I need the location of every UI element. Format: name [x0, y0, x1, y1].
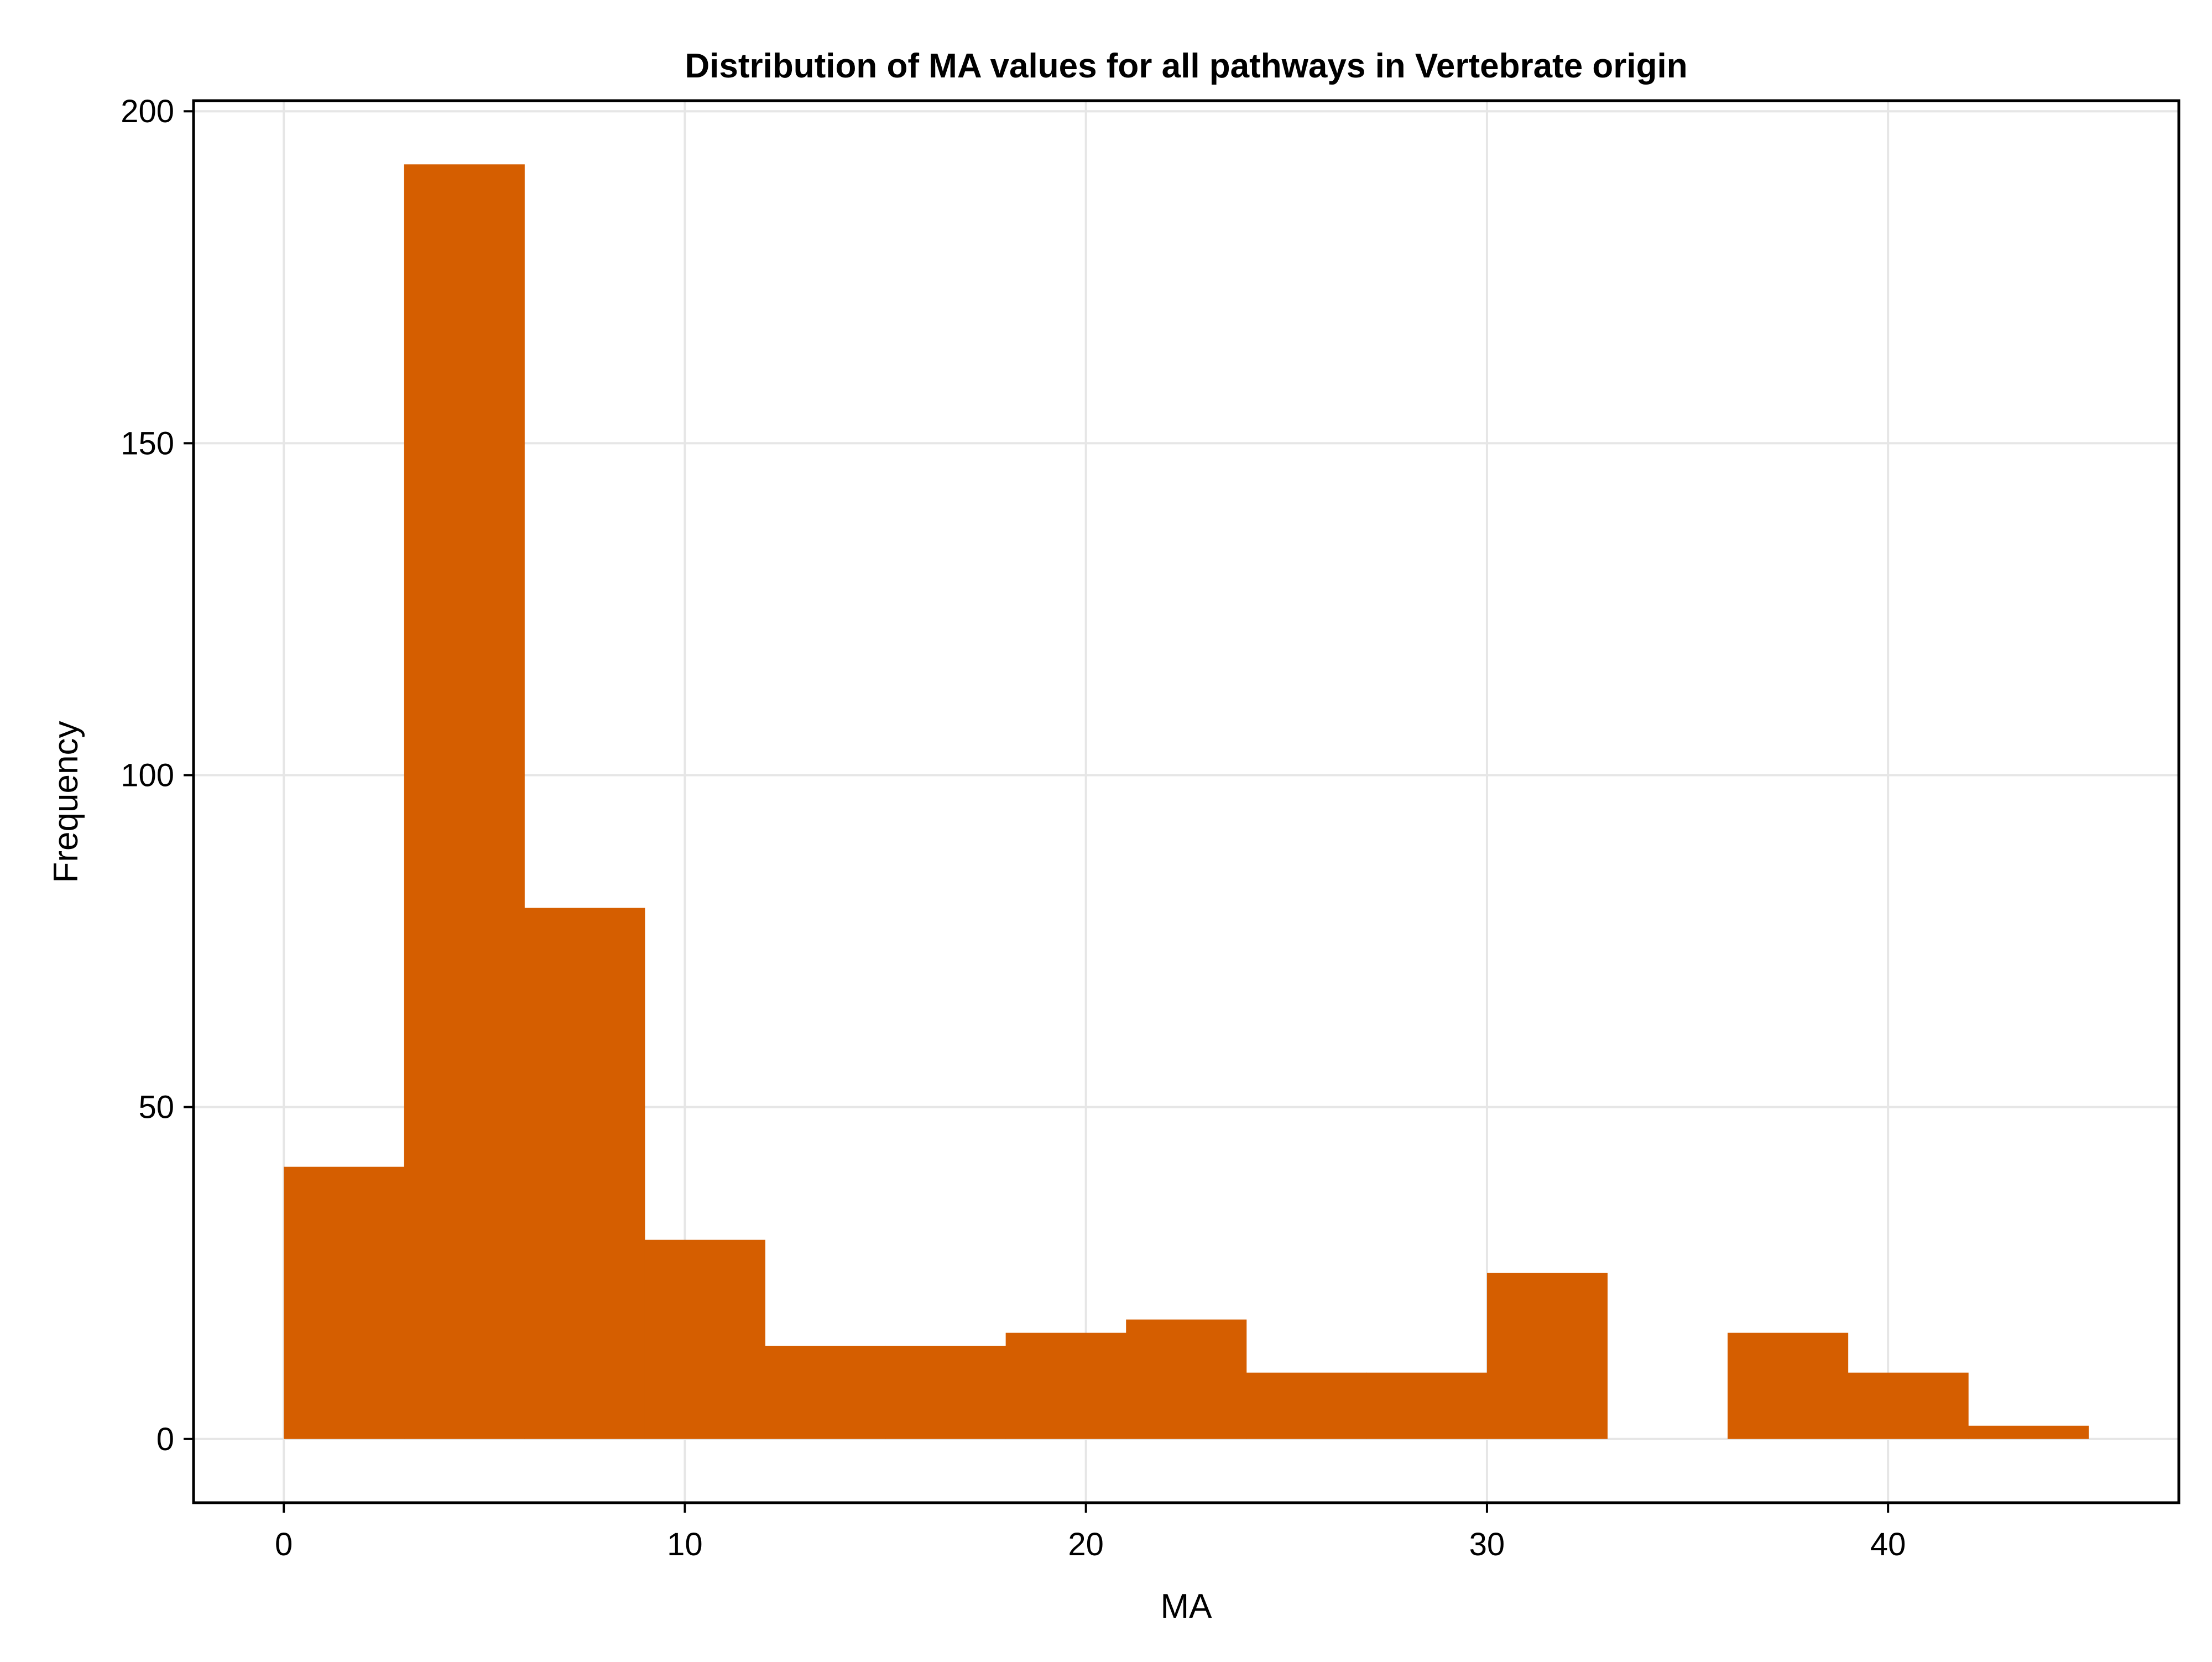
plot-frame [192, 99, 2180, 1504]
histogram-bar [1848, 1372, 1969, 1439]
histogram-bar [765, 1346, 886, 1439]
y-axis-label: Frequency [47, 721, 85, 883]
histogram-bar [644, 1239, 765, 1439]
histogram-bar [1728, 1332, 1849, 1439]
y-tick-label: 0 [156, 1421, 174, 1457]
x-tick-label: 40 [1870, 1526, 1906, 1562]
histogram-bar [404, 164, 525, 1439]
y-tick-label: 150 [121, 425, 174, 461]
x-tick-label: 30 [1469, 1526, 1505, 1562]
x-tick-label: 10 [667, 1526, 703, 1562]
histogram-bar [284, 1166, 405, 1439]
axis-ticks: 0 10 20 30 40 0 50 100 150 200 [121, 93, 1906, 1562]
histogram-bars [284, 164, 2089, 1439]
y-tick-label: 50 [138, 1090, 174, 1126]
y-tick-label: 200 [121, 93, 174, 129]
x-tick-label: 20 [1068, 1526, 1104, 1562]
histogram-bar [1486, 1273, 1608, 1439]
histogram-bar [1246, 1372, 1367, 1439]
chart-title: Distribution of MA values for all pathwa… [685, 47, 1687, 85]
y-tick-label: 100 [121, 757, 174, 793]
histogram-bar [1968, 1425, 2089, 1439]
histogram-bar [1005, 1332, 1126, 1439]
histogram-bar [1126, 1319, 1247, 1439]
histogram-bar [885, 1346, 1006, 1439]
x-tick-label: 0 [275, 1526, 293, 1562]
x-axis-label: MA [1161, 1587, 1213, 1625]
histogram-bar [524, 908, 645, 1439]
histogram-bar [1366, 1372, 1488, 1439]
